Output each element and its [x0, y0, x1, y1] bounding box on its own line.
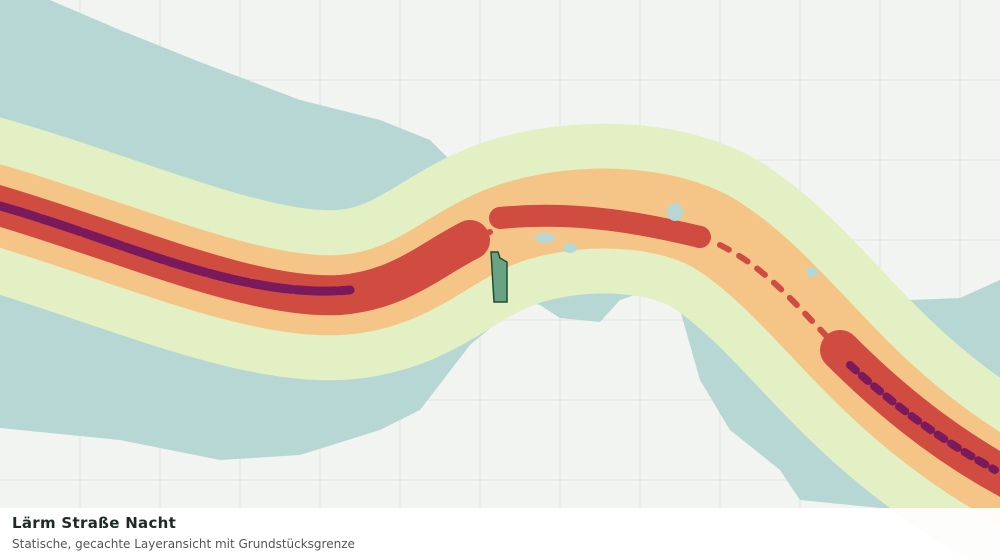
noise-bands	[0, 117, 1000, 560]
noise-band-55	[717, 242, 843, 353]
caption: Lärm Straße Nacht Statische, gecachte La…	[0, 508, 1000, 560]
noise-band-60	[846, 361, 999, 474]
noise-band-60	[0, 201, 355, 296]
noise-band-55	[489, 204, 711, 248]
parcel-boundary	[490, 251, 508, 303]
noise-band-55	[377, 229, 493, 275]
water-islands	[535, 203, 975, 327]
subtitle: Statische, gecachte Layeransicht mit Gru…	[12, 537, 355, 551]
title: Lärm Straße Nacht	[12, 514, 177, 532]
